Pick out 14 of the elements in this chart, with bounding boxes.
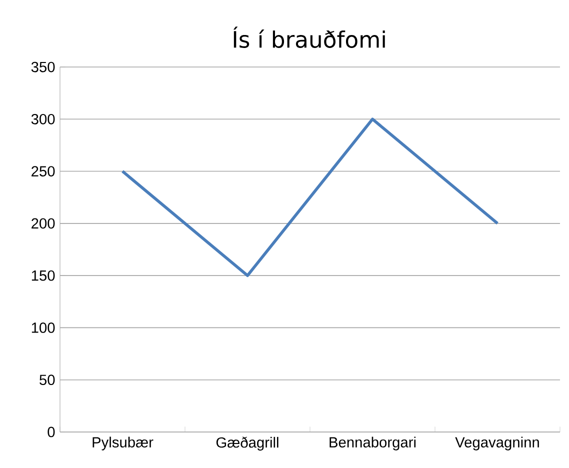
y-tick-label: 350	[31, 62, 55, 72]
y-tick-label: 150	[32, 270, 55, 281]
x-tick-label: Vegavagninn	[455, 436, 539, 450]
y-tick-label: 200	[32, 218, 55, 229]
y-tick-label: 250	[32, 166, 55, 176]
x-tick-label: Bennaborgari	[330, 436, 416, 450]
x-tick-label: Gæðagrill	[216, 436, 278, 451]
y-tick-label: 300	[31, 114, 55, 124]
y-tick-label: 100	[32, 322, 55, 333]
y-tick-label: 50	[40, 374, 55, 386]
x-tick-label: Pylsubær	[92, 436, 154, 450]
line-series	[121, 118, 499, 278]
y-tick-label: 0	[48, 426, 55, 438]
chart-title: Ís í brauðfomi	[233, 26, 385, 48]
